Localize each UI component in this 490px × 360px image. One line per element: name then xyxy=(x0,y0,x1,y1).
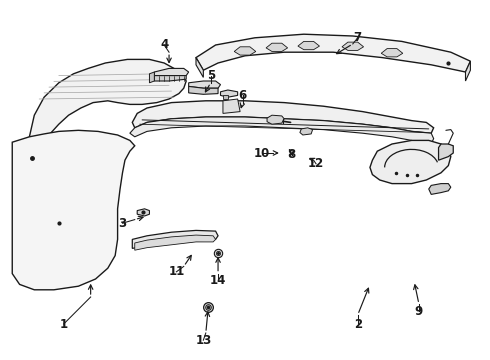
Text: 1: 1 xyxy=(60,318,68,330)
Text: 9: 9 xyxy=(415,305,423,318)
Text: 10: 10 xyxy=(254,147,270,159)
Polygon shape xyxy=(154,68,189,76)
Polygon shape xyxy=(154,76,186,81)
Polygon shape xyxy=(29,59,186,142)
Text: 2: 2 xyxy=(354,318,362,330)
Polygon shape xyxy=(132,230,218,248)
Polygon shape xyxy=(300,128,313,135)
Text: 5: 5 xyxy=(207,69,215,82)
Polygon shape xyxy=(234,47,256,55)
Polygon shape xyxy=(266,43,288,51)
Polygon shape xyxy=(342,42,364,50)
Text: 6: 6 xyxy=(239,89,246,102)
Text: 11: 11 xyxy=(168,265,185,278)
Polygon shape xyxy=(429,184,451,194)
Text: 7: 7 xyxy=(354,31,362,44)
Polygon shape xyxy=(381,49,403,57)
Polygon shape xyxy=(466,61,470,81)
Text: 13: 13 xyxy=(195,334,212,347)
Polygon shape xyxy=(220,90,238,97)
Text: 14: 14 xyxy=(210,274,226,287)
Polygon shape xyxy=(370,140,451,184)
Polygon shape xyxy=(223,95,228,99)
Polygon shape xyxy=(439,144,453,160)
Text: 12: 12 xyxy=(308,157,324,170)
Text: 3: 3 xyxy=(119,217,126,230)
Polygon shape xyxy=(130,117,434,144)
Polygon shape xyxy=(132,101,434,133)
Text: 8: 8 xyxy=(288,148,295,161)
Polygon shape xyxy=(12,130,135,290)
Polygon shape xyxy=(196,34,470,72)
Polygon shape xyxy=(137,209,149,216)
Polygon shape xyxy=(267,115,284,124)
Polygon shape xyxy=(149,72,154,83)
Polygon shape xyxy=(189,86,218,94)
Polygon shape xyxy=(298,41,319,50)
Polygon shape xyxy=(196,58,203,77)
Polygon shape xyxy=(223,99,240,113)
Polygon shape xyxy=(135,235,216,250)
Polygon shape xyxy=(189,81,220,88)
Text: 4: 4 xyxy=(160,39,168,51)
